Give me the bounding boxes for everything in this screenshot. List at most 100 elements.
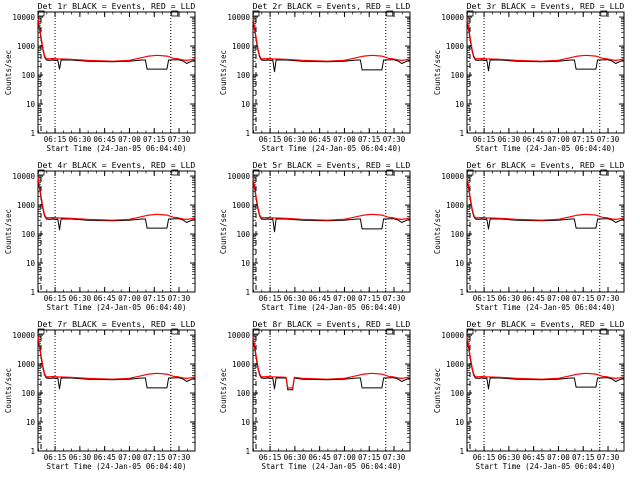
y-tick-label: 1000 — [17, 360, 36, 369]
end-marker-box — [600, 328, 608, 335]
y-tick-label: 10 — [241, 418, 251, 427]
x-tick-label: 07:30 — [597, 135, 620, 144]
y-tick-label: 100 — [450, 389, 464, 398]
x-tick-label: 07:15 — [143, 453, 166, 462]
y-tick-label: 1 — [30, 129, 35, 138]
x-axis-label: Start Time (24-Jan-05 06:04:40) — [262, 144, 402, 153]
panel-title: Det 2r BLACK = Events, RED = LLD — [253, 1, 411, 11]
plot-frame — [466, 11, 625, 134]
y-tick-label: 1000 — [17, 42, 36, 51]
x-tick-label: 07:15 — [358, 294, 381, 303]
y-axis-label: Counts/sec — [219, 50, 228, 95]
series-line-events — [466, 337, 625, 390]
x-tick-label: 07:30 — [168, 453, 191, 462]
series-line-events — [37, 178, 196, 231]
x-tick-label: 06:45 — [522, 294, 545, 303]
series-line-lld — [37, 18, 196, 62]
x-tick-label: 06:45 — [308, 453, 331, 462]
y-tick-label: 10000 — [12, 13, 35, 22]
x-tick-label: 07:00 — [118, 294, 141, 303]
y-tick-label: 10 — [241, 259, 251, 268]
y-tick-label: 10 — [26, 100, 36, 109]
x-tick-label: 06:45 — [522, 135, 545, 144]
panel-title: Det 5r BLACK = Events, RED = LLD — [253, 160, 411, 170]
x-tick-label: 06:30 — [498, 294, 521, 303]
panel-det-5r: Det 5r BLACK = Events, RED = LLD 1 10 100 10… — [219, 160, 411, 312]
end-marker-box — [600, 169, 608, 176]
x-axis-label: Start Time (24-Jan-05 06:04:40) — [476, 144, 616, 153]
series-line-lld — [37, 336, 196, 380]
y-tick-label: 1 — [30, 288, 35, 297]
end-marker-box — [386, 328, 394, 335]
x-axis-label: Start Time (24-Jan-05 06:04:40) — [262, 462, 402, 471]
x-tick-label: 06:30 — [69, 453, 92, 462]
panel-det-3r: Det 3r BLACK = Events, RED = LLD 1 10 100 10… — [433, 1, 625, 153]
plot-frame — [37, 11, 196, 134]
x-tick-label: 07:00 — [118, 453, 141, 462]
series-line-lld — [252, 18, 411, 62]
x-tick-label: 06:15 — [44, 135, 67, 144]
x-axis-label: Start Time (24-Jan-05 06:04:40) — [47, 144, 187, 153]
start-marker-box — [252, 169, 260, 176]
x-tick-label: 06:30 — [284, 294, 307, 303]
plot-frame — [37, 329, 196, 452]
panel-det-1r: Det 1r BLACK = Events, RED = LLD 1 10 100 10… — [4, 1, 196, 153]
panel-title: Det 4r BLACK = Events, RED = LLD — [38, 160, 196, 170]
y-tick-label: 1 — [459, 129, 464, 138]
x-tick-label: 06:15 — [473, 135, 496, 144]
x-tick-label: 07:15 — [572, 453, 595, 462]
x-tick-label: 07:15 — [143, 294, 166, 303]
end-marker-box — [600, 10, 608, 17]
y-tick-label: 1000 — [446, 360, 465, 369]
y-tick-label: 100 — [21, 230, 35, 239]
x-tick-label: 06:30 — [498, 135, 521, 144]
x-tick-label: 06:30 — [69, 135, 92, 144]
y-tick-label: 10000 — [441, 172, 464, 181]
panel-det-2r: Det 2r BLACK = Events, RED = LLD 1 10 100 10… — [219, 1, 411, 153]
x-axis-label: Start Time (24-Jan-05 06:04:40) — [476, 462, 616, 471]
y-tick-label: 10000 — [441, 331, 464, 340]
end-marker-box — [386, 10, 394, 17]
plot-frame — [466, 170, 625, 293]
series-line-events — [252, 19, 411, 73]
y-tick-label: 1000 — [17, 201, 36, 210]
x-tick-label: 06:15 — [473, 453, 496, 462]
series-line-lld — [37, 177, 196, 221]
x-tick-label: 06:30 — [69, 294, 92, 303]
end-marker-box — [171, 328, 179, 335]
x-tick-label: 07:15 — [358, 135, 381, 144]
series-line-events — [466, 178, 625, 230]
x-tick-label: 06:45 — [308, 294, 331, 303]
x-axis-label: Start Time (24-Jan-05 06:04:40) — [47, 303, 187, 312]
y-tick-label: 1 — [459, 447, 464, 456]
y-tick-label: 1000 — [232, 360, 251, 369]
x-tick-label: 06:45 — [93, 294, 116, 303]
x-tick-label: 07:30 — [383, 135, 406, 144]
start-marker-box — [37, 10, 45, 17]
x-tick-label: 06:15 — [259, 453, 282, 462]
y-axis-label: Counts/sec — [433, 50, 442, 95]
start-marker-box — [466, 328, 474, 335]
end-marker-box — [171, 169, 179, 176]
series-line-events — [37, 337, 196, 390]
x-tick-label: 06:15 — [44, 453, 67, 462]
y-axis-label: Counts/sec — [219, 368, 228, 413]
y-tick-label: 100 — [450, 230, 464, 239]
y-tick-label: 1 — [459, 288, 464, 297]
x-tick-label: 07:15 — [572, 135, 595, 144]
y-tick-label: 10000 — [12, 331, 35, 340]
y-tick-label: 10000 — [441, 13, 464, 22]
y-tick-label: 1 — [245, 447, 250, 456]
start-marker-box — [466, 169, 474, 176]
x-tick-label: 06:15 — [259, 294, 282, 303]
plot-frame — [252, 329, 411, 452]
panel-title: Det 3r BLACK = Events, RED = LLD — [467, 1, 625, 11]
panel-title: Det 8r BLACK = Events, RED = LLD — [253, 319, 411, 329]
y-tick-label: 100 — [236, 230, 250, 239]
panel-title: Det 6r BLACK = Events, RED = LLD — [467, 160, 625, 170]
y-axis-label: Counts/sec — [433, 209, 442, 254]
x-tick-label: 06:30 — [498, 453, 521, 462]
y-tick-label: 10 — [455, 418, 465, 427]
x-tick-label: 07:00 — [333, 135, 356, 144]
y-axis-label: Counts/sec — [4, 209, 13, 254]
